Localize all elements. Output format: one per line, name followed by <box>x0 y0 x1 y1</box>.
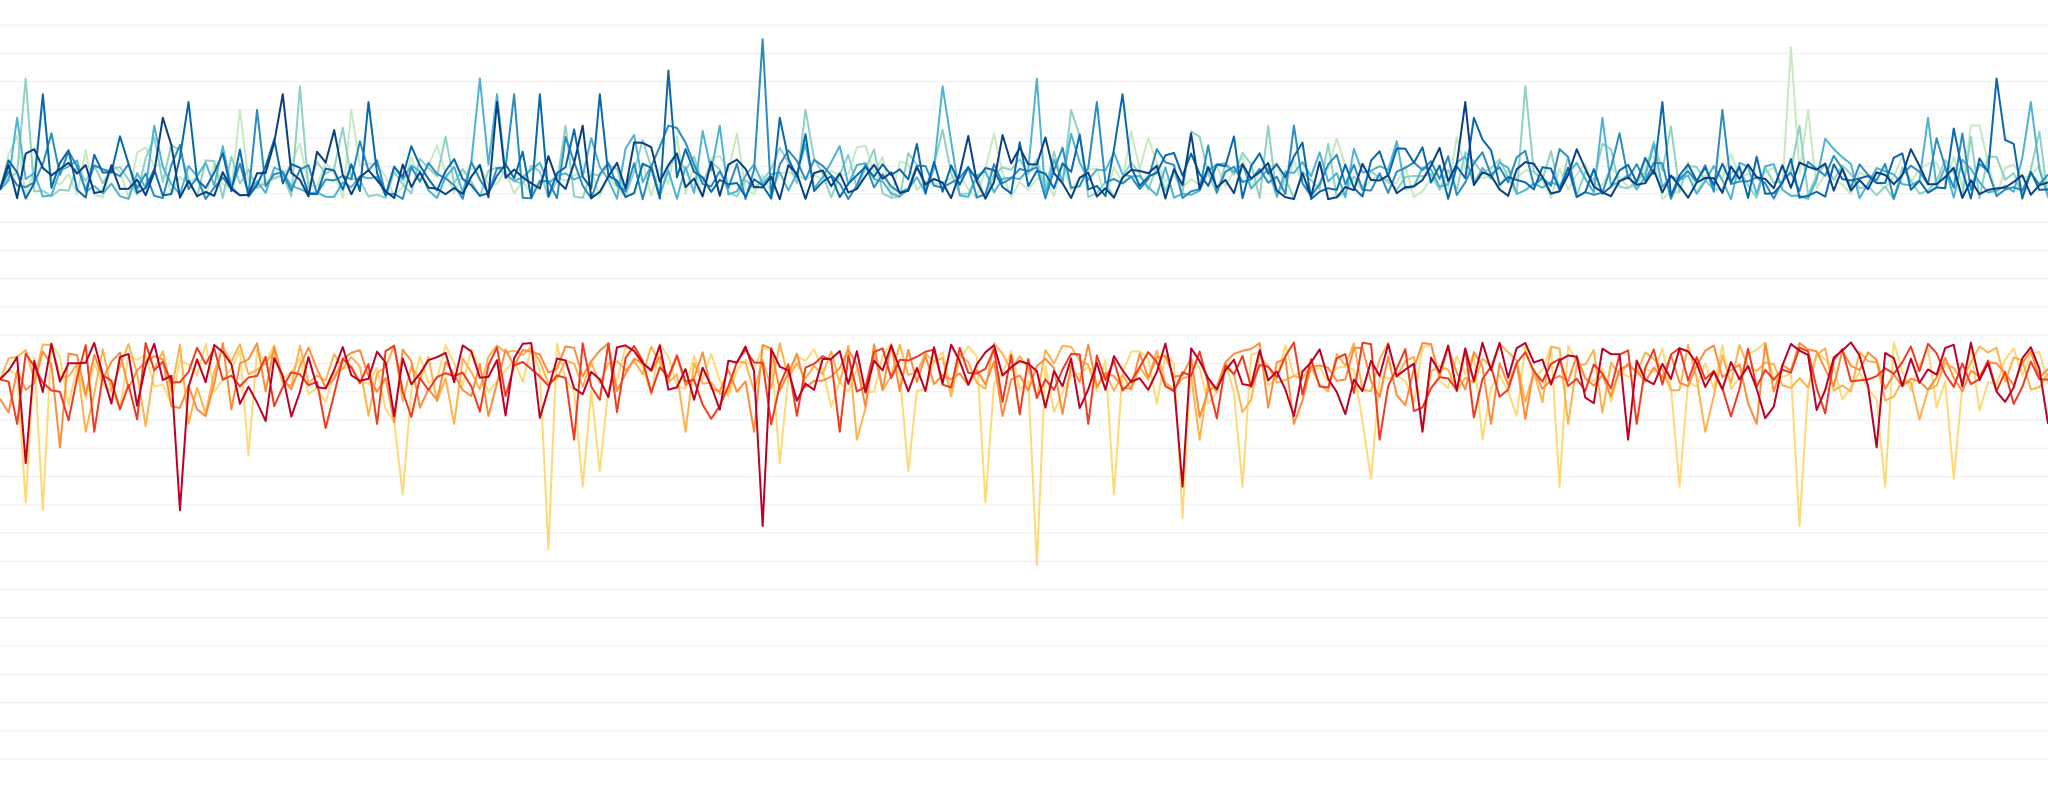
series-line-upper-5 <box>0 93 2048 201</box>
series-line-lower-3 <box>0 341 2048 441</box>
series-group <box>0 38 2048 567</box>
series-line-upper-0 <box>0 46 2048 201</box>
series-line-lower-4 <box>0 341 2048 527</box>
series-line-upper-4 <box>0 69 2048 200</box>
